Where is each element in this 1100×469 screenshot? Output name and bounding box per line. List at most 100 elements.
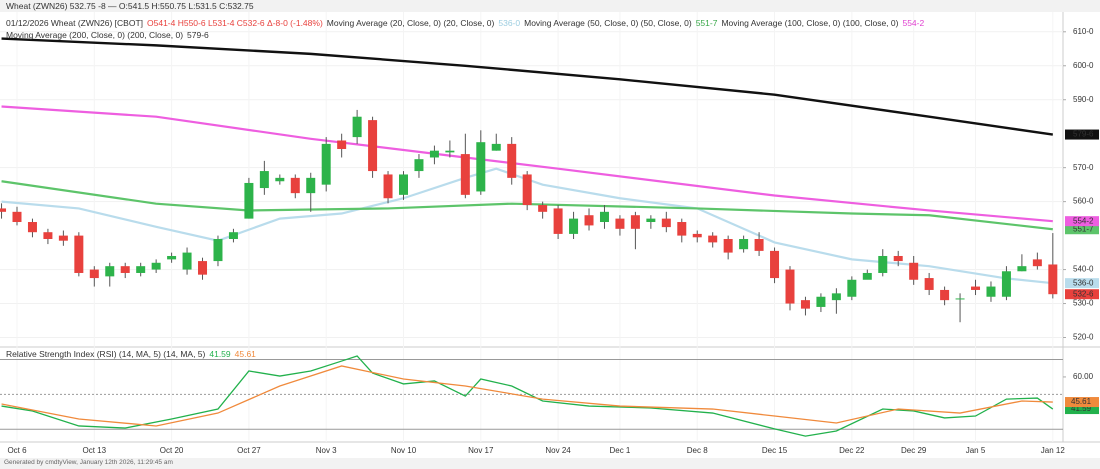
ma-value: 554-2 (902, 18, 925, 28)
candle-body (12, 211, 22, 223)
last-value-label: 532-6 (1073, 289, 1094, 298)
header-bar (0, 0, 1100, 12)
candle-body (275, 177, 285, 182)
last-value-box (1065, 129, 1099, 140)
candle-body (368, 120, 378, 172)
candle-body (692, 233, 702, 238)
y-tick-label: 530-0 (1073, 299, 1094, 308)
y-tick-label: 560-0 (1073, 197, 1094, 206)
candle-body (1017, 266, 1027, 272)
ma-name: Moving Average (20, Close, 0) (20, Close… (326, 18, 495, 28)
candle-body (306, 177, 316, 194)
candle-body (321, 143, 331, 185)
x-tick-label: Jan 5 (966, 446, 986, 455)
candle-body (43, 232, 53, 239)
x-tick-label: Oct 6 (7, 446, 27, 455)
candle-body (1032, 259, 1042, 267)
candle-body (476, 142, 486, 192)
legend-line: Moving Average (200, Close, 0) (200, Clo… (6, 30, 213, 40)
candle-body (553, 208, 563, 234)
candle-body (58, 235, 68, 241)
x-tick-label: Dec 8 (687, 446, 708, 455)
last-value-label: 41.59 (1071, 404, 1092, 413)
last-value-label: 45.61 (1071, 397, 1092, 406)
candle-body (198, 261, 208, 275)
candle-body (522, 174, 532, 206)
candle-body (661, 218, 671, 228)
rsi-line (1, 355, 1054, 437)
candle-body (986, 286, 996, 297)
candle-body (909, 262, 919, 280)
symbol: 01/12/2026 Wheat (ZWN26) [CBOT] (6, 18, 143, 28)
x-tick-label: Dec 29 (901, 446, 927, 455)
legend-line: 01/12/2026 Wheat (ZWN26) [CBOT] O541-4 H5… (6, 18, 928, 28)
y-tick-label: 570-0 (1073, 163, 1094, 172)
y-tick-label: 540-0 (1073, 265, 1094, 274)
top-bar: Wheat (ZWN26) 532.75 -8 — O:541.5 H:550.… (6, 1, 258, 11)
moving-average (1, 167, 1053, 285)
candle-body (429, 150, 439, 158)
candle-body (816, 296, 826, 307)
last-value-label: 554-2 (1073, 216, 1094, 225)
candle-body (105, 266, 115, 277)
candle-body (399, 174, 408, 195)
y-tick-label: 610-0 (1073, 27, 1094, 36)
candle-body (460, 154, 470, 195)
candle-body (677, 222, 687, 236)
top-text: Wheat (ZWN26) 532.75 -8 — O:541.5 H:550.… (6, 1, 254, 11)
moving-average (1, 180, 1053, 231)
last-value-label: 536-0 (1073, 278, 1094, 287)
candle-body (1048, 264, 1058, 295)
x-tick-label: Oct 27 (237, 446, 261, 455)
candle-body (584, 215, 594, 226)
candle-body (244, 182, 254, 219)
rsi-title: Relative Strength Index (RSI) (14, MA, 5… (6, 349, 206, 359)
ohlc: O541-4 H550-6 L531-4 C532-6 Δ-8-0 (-1.48… (147, 18, 323, 28)
candle-body (831, 293, 841, 301)
candle-body (507, 143, 517, 178)
last-value-box (1065, 404, 1099, 415)
x-tick-label: Oct 20 (160, 446, 184, 455)
x-tick-label: Dec 15 (762, 446, 788, 455)
candle-body (800, 300, 810, 309)
candle-body (723, 239, 733, 253)
candle-body (878, 255, 888, 273)
candle-body (352, 116, 362, 138)
candle-body (213, 239, 223, 262)
last-value-label: 551-7 (1073, 224, 1094, 233)
candle-body (89, 269, 99, 279)
last-value-label: 579-6 (1073, 130, 1094, 139)
rsi-legend: Relative Strength Index (RSI) (14, MA, 5… (6, 349, 260, 359)
candle-body (599, 211, 609, 223)
ma-name: Moving Average (100, Close, 0) (100, Clo… (721, 18, 899, 28)
x-tick-label: Jan 12 (1041, 446, 1066, 455)
candle-body (785, 269, 795, 304)
ma-name: Moving Average (50, Close, 0) (50, Close… (524, 18, 692, 28)
x-tick-label: Nov 24 (545, 446, 571, 455)
ma-value: 579-6 (187, 30, 209, 40)
x-tick-label: Dec 22 (839, 446, 865, 455)
candle-body (770, 250, 780, 279)
x-tick-label: Dec 1 (609, 446, 630, 455)
candle-body (955, 298, 965, 300)
last-value-box (1065, 278, 1099, 289)
y-tick-label: 520-0 (1073, 333, 1094, 342)
candle-body (74, 235, 84, 273)
candle-body (290, 177, 300, 194)
candle-body (847, 279, 857, 297)
candle-body (569, 218, 579, 234)
moving-average (1, 37, 1053, 136)
ma-name: Moving Average (200, Close, 0) (200, Clo… (6, 30, 184, 40)
y-tick-label: 590-0 (1073, 95, 1094, 104)
candle-body (445, 150, 455, 153)
x-tick-label: Oct 13 (83, 446, 107, 455)
candle-body (615, 218, 625, 229)
candle-body (228, 232, 238, 239)
footer: Generated by cmdtyView, January 12th 202… (4, 459, 177, 466)
candle-body (259, 171, 269, 189)
rsi-value: 41.59 (209, 349, 231, 359)
x-tick-label: Nov 10 (391, 446, 417, 455)
candle-body (739, 239, 749, 250)
candle-body (167, 255, 177, 260)
last-value-box (1065, 397, 1099, 408)
